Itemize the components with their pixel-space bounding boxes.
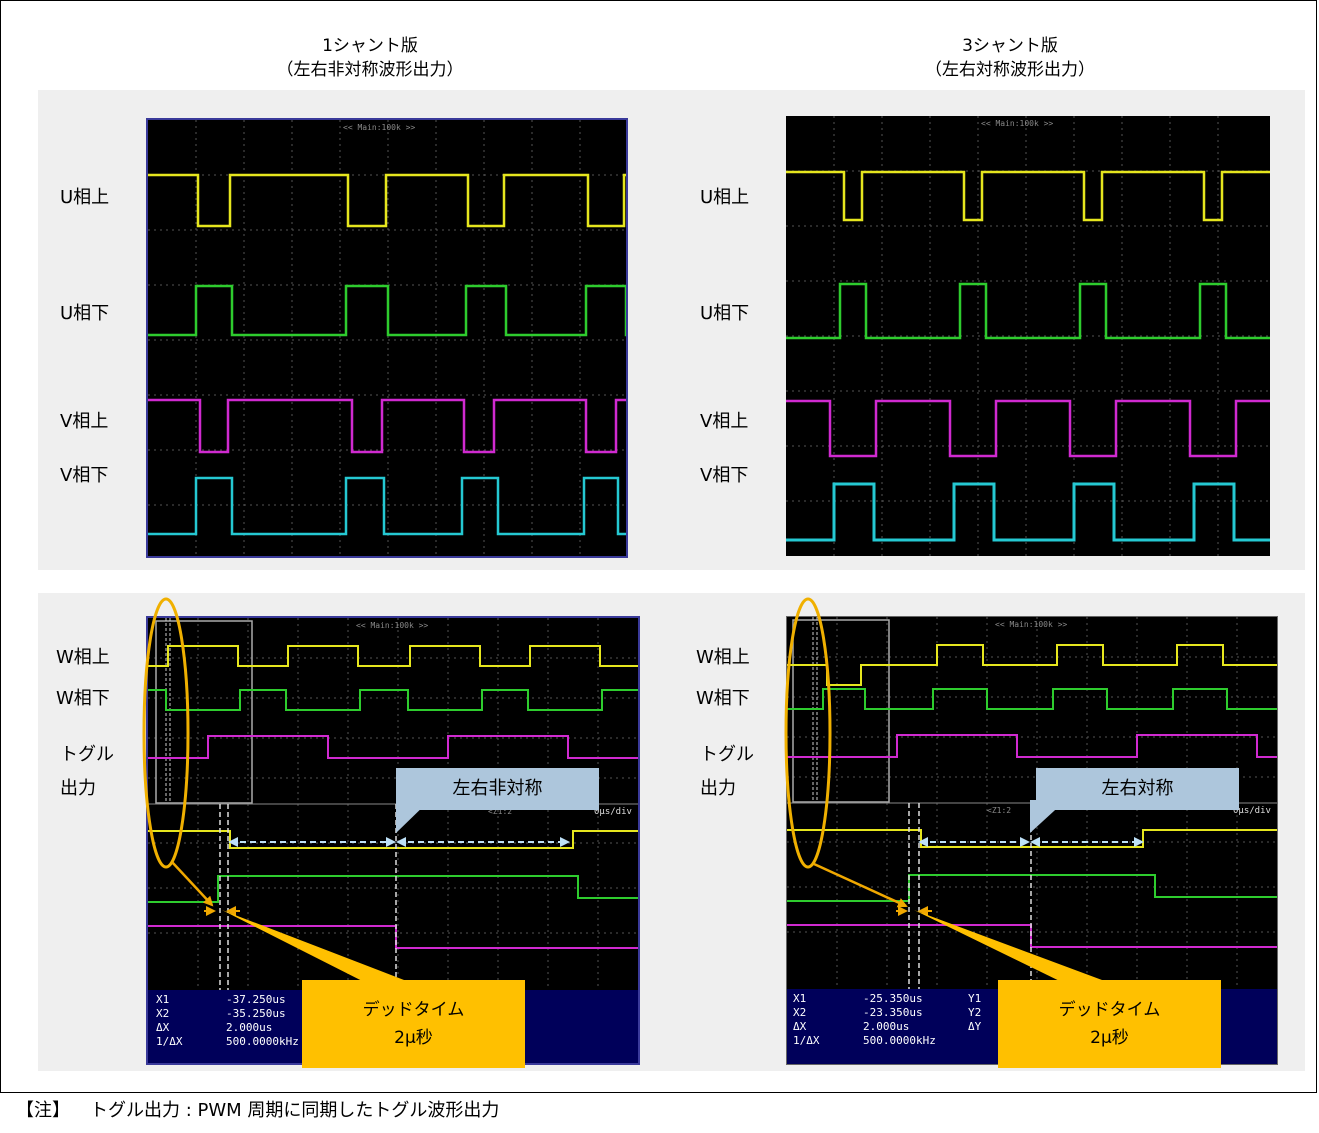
highlight-ellipse-left [142, 597, 190, 869]
label-w-upper-left: W相上 [56, 647, 110, 668]
trace-toggle [148, 735, 638, 759]
label-u-upper-right: U相上 [700, 187, 750, 208]
trace-w-upper [787, 644, 1277, 686]
note-text: トグル出力 : PWM 周期に同期したトグル波形出力 [90, 1100, 500, 1121]
deadtime-left-line2: 2μ秒 [394, 1028, 433, 1048]
scope-header: << Main:100k >> [356, 621, 428, 630]
trace-u-upper [148, 173, 626, 228]
dx-value: 2.000us [863, 1020, 910, 1033]
left-column-title: 1シャント版 （左右非対称波形出力） [220, 34, 520, 82]
label-u-lower-right: U相下 [700, 303, 750, 324]
scope-header: << Main:100k >> [343, 123, 415, 132]
trace-w-lower [148, 689, 638, 711]
deadtime-box-left [302, 980, 525, 1068]
scope-top-left-traces: << Main:100k >> [148, 120, 626, 556]
deadtime-right-line2: 2μ秒 [1090, 1028, 1129, 1048]
right-title-line1: 3シャント版 [962, 36, 1058, 56]
zoom-window [792, 619, 890, 803]
deadtime-right-line1: デッドタイム [1058, 1000, 1161, 1020]
x1-value: -25.350us [863, 992, 923, 1005]
trace-v-lower [148, 476, 626, 536]
note-prefix: 【注】 [16, 1100, 70, 1121]
deadtime-pointer-left [222, 910, 404, 990]
trace-toggle [787, 734, 1277, 758]
label-u-lower-left: U相下 [60, 303, 110, 324]
x2-value: -35.250us [226, 1007, 286, 1020]
label-v-upper-left-r: V相上 [700, 411, 749, 432]
right-column-title: 3シャント版 （左右対称波形出力） [860, 34, 1160, 82]
trace-v-upper [786, 399, 1270, 458]
inv-dx-label: 1/ΔX [156, 1035, 183, 1048]
left-title-line1: 1シャント版 [322, 36, 418, 56]
trace-u-upper [786, 170, 1270, 222]
x2-label: X2 [793, 1006, 807, 1019]
deadtime-callout-right: デッドタイム 2μ秒 [998, 996, 1221, 1052]
dx-label: ΔX [793, 1020, 807, 1033]
trace-v-lower [786, 482, 1270, 542]
deadtime-pointer-right [914, 910, 1102, 990]
zoom-header: <Z1:2 [987, 806, 1011, 815]
callout-box-right [1036, 768, 1239, 810]
callout-box-left [396, 768, 599, 810]
ellipse-arrow-right [813, 862, 908, 908]
zoom-trace-w-upper [148, 830, 638, 849]
label-toggle-left-1: トグル [60, 744, 114, 765]
callout-asymmetric: 左右非対称 [452, 778, 543, 799]
deadtime-left-line1: デッドタイム [362, 1000, 465, 1020]
x1-label: X1 [793, 992, 807, 1005]
y2-label: Y2 [968, 1006, 982, 1019]
zoom-trace-w-upper [787, 829, 1277, 848]
label-w-lower-right: W相下 [696, 688, 750, 709]
timebase: 0µs/div [594, 807, 632, 817]
trace-w-lower [787, 688, 1277, 710]
footnote: 【注】 トグル出力 : PWM 周期に同期したトグル波形出力 [16, 1096, 499, 1126]
x1-value: -37.250us [226, 993, 286, 1006]
readout-right: X1 -25.350us Y1 X2 -23.350us Y2 ΔX 2.000us ΔY … [793, 992, 981, 1048]
scope-header: << Main:100k >> [981, 119, 1053, 128]
label-toggle-right-1: トグル [700, 744, 754, 765]
deadtime-box-right [998, 980, 1221, 1068]
label-u-upper-left: U相上 [60, 187, 110, 208]
dx-value: 2.000us [226, 1021, 273, 1034]
zoom-trace-w-lower [787, 874, 1277, 902]
trace-w-upper [148, 645, 638, 667]
trace-u-lower [148, 284, 626, 337]
inv-dx-label: 1/ΔX [793, 1034, 820, 1047]
label-toggle-left-2: 出力 [60, 778, 96, 799]
x2-label: X2 [156, 1007, 170, 1020]
label-v-lower-right: V相下 [700, 465, 749, 486]
label-w-upper-right: W相上 [696, 647, 750, 668]
readout-left: X1 -37.250us X2 -35.250us ΔX 2.000us 1/ΔX 50… [156, 993, 299, 1049]
inv-dx-value: 500.0000kHz [863, 1034, 936, 1047]
scope-top-right: << Main:100k >> [786, 116, 1270, 556]
label-toggle-right-2: 出力 [700, 778, 736, 799]
zoom-window [155, 620, 253, 804]
scope-header: << Main:100k >> [995, 620, 1067, 629]
x1-label: X1 [156, 993, 170, 1006]
dy-label: ΔY [968, 1020, 982, 1033]
left-title-line2: （左右非対称波形出力） [276, 60, 464, 80]
highlight-ellipse-right [784, 597, 832, 869]
deadtime-callout-left: デッドタイム 2μ秒 [302, 996, 525, 1052]
label-v-upper-left: V相上 [60, 411, 109, 432]
timebase: 0µs/div [1233, 806, 1271, 816]
dx-label: ΔX [156, 1021, 170, 1034]
trace-u-lower [786, 282, 1270, 340]
scope-top-left: << Main:100k >> [146, 118, 628, 558]
label-v-lower-left: V相下 [60, 465, 109, 486]
inv-dx-value: 500.0000kHz [226, 1035, 299, 1048]
right-title-line2: （左右対称波形出力） [925, 60, 1095, 80]
zoom-header: <Z1:2 [488, 807, 512, 816]
callout-symmetric: 左右対称 [1101, 778, 1174, 799]
ellipse-arrow-left [171, 861, 214, 907]
label-w-lower-left: W相下 [56, 688, 110, 709]
x2-value: -23.350us [863, 1006, 923, 1019]
y1-label: Y1 [968, 992, 982, 1005]
scope-top-right-traces: << Main:100k >> [786, 116, 1270, 556]
figure-frame [0, 0, 1317, 1093]
trace-v-upper [148, 398, 626, 454]
